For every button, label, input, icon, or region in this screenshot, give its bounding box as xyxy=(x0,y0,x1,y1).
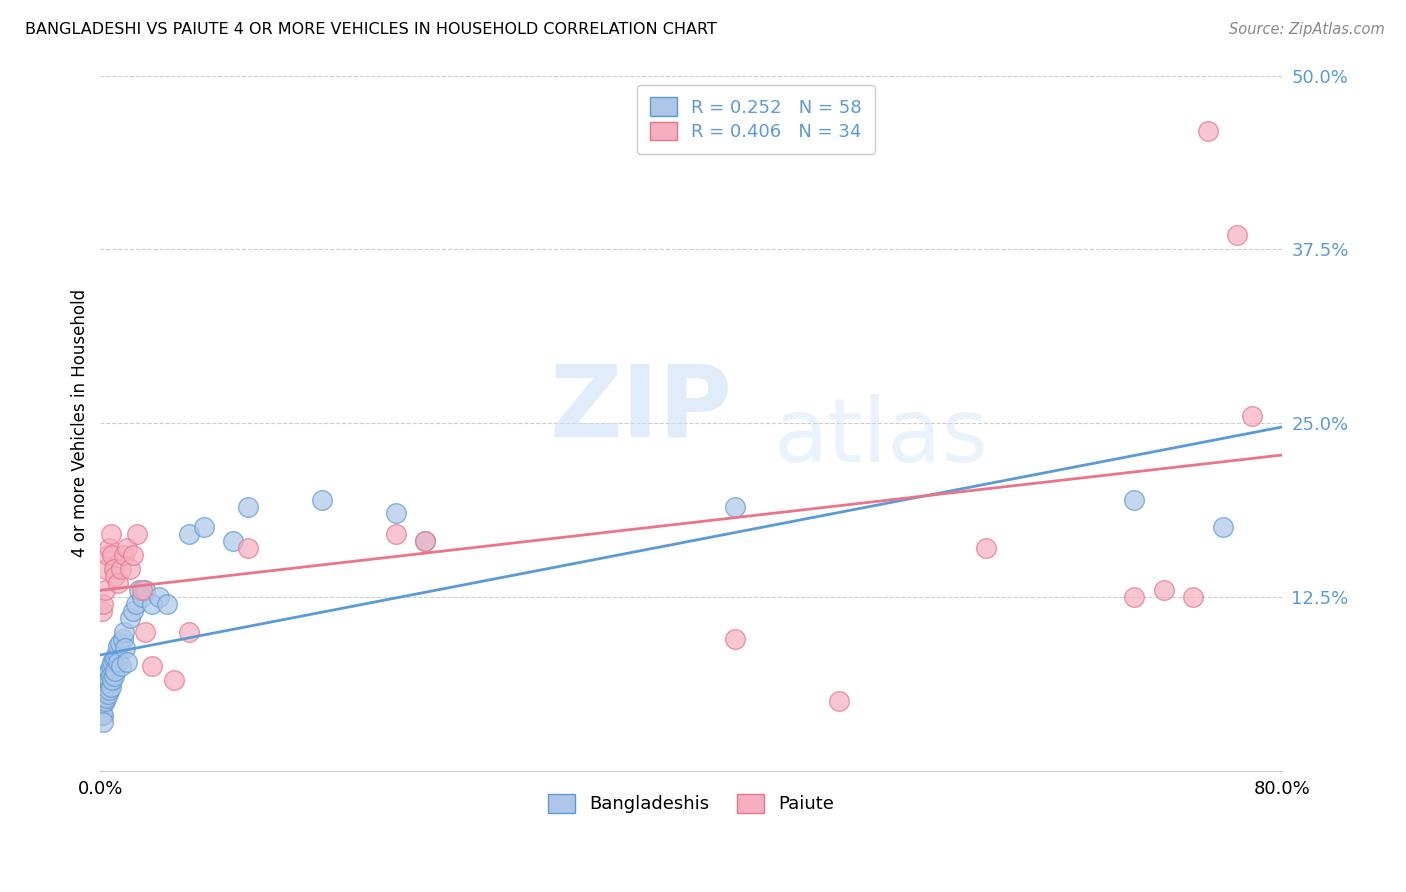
Text: Source: ZipAtlas.com: Source: ZipAtlas.com xyxy=(1229,22,1385,37)
Point xyxy=(156,597,179,611)
Point xyxy=(177,624,200,639)
Point xyxy=(128,582,150,597)
Point xyxy=(118,562,141,576)
Point xyxy=(108,636,131,650)
Point xyxy=(1123,492,1146,507)
Point xyxy=(134,624,156,639)
Point xyxy=(91,708,114,723)
Point xyxy=(104,649,127,664)
Point xyxy=(101,548,124,562)
Point xyxy=(90,680,112,694)
Point xyxy=(193,520,215,534)
Point xyxy=(100,669,122,683)
Point xyxy=(96,562,118,576)
Y-axis label: 4 or more Vehicles in Household: 4 or more Vehicles in Household xyxy=(72,289,89,558)
Point xyxy=(1241,409,1264,424)
Point xyxy=(91,687,114,701)
Point xyxy=(163,673,186,688)
Point xyxy=(724,500,747,514)
Point xyxy=(103,652,125,666)
Point xyxy=(110,659,132,673)
Point xyxy=(96,680,118,694)
Point xyxy=(97,687,120,701)
Point xyxy=(96,669,118,683)
Point xyxy=(98,683,121,698)
Point xyxy=(94,673,117,688)
Point xyxy=(1197,124,1219,138)
Point xyxy=(134,582,156,597)
Point xyxy=(177,527,200,541)
Point xyxy=(828,694,851,708)
Point xyxy=(91,714,114,729)
Legend: Bangladeshis, Paiute: Bangladeshis, Paiute xyxy=(537,783,845,824)
Point xyxy=(103,669,125,683)
Point xyxy=(96,691,118,706)
Point xyxy=(121,548,143,562)
Point xyxy=(976,541,998,556)
Point xyxy=(1123,590,1146,604)
Point xyxy=(413,534,436,549)
Point xyxy=(91,597,114,611)
Point xyxy=(100,680,122,694)
Point xyxy=(131,582,153,597)
Text: atlas: atlas xyxy=(773,393,988,481)
Point xyxy=(222,534,245,549)
Point xyxy=(107,655,129,669)
Point xyxy=(1153,582,1175,597)
Point xyxy=(118,611,141,625)
Point xyxy=(131,590,153,604)
Point xyxy=(98,664,121,678)
Text: ZIP: ZIP xyxy=(550,360,733,458)
Point xyxy=(103,562,125,576)
Point xyxy=(110,562,132,576)
Point xyxy=(111,632,134,646)
Point xyxy=(311,492,333,507)
Point xyxy=(236,541,259,556)
Point xyxy=(98,541,121,556)
Point xyxy=(94,683,117,698)
Point xyxy=(413,534,436,549)
Point xyxy=(1182,590,1205,604)
Point xyxy=(94,694,117,708)
Point xyxy=(104,569,127,583)
Point xyxy=(90,687,112,701)
Point xyxy=(114,641,136,656)
Point xyxy=(1226,228,1249,243)
Text: BANGLADESHI VS PAIUTE 4 OR MORE VEHICLES IN HOUSEHOLD CORRELATION CHART: BANGLADESHI VS PAIUTE 4 OR MORE VEHICLES… xyxy=(25,22,717,37)
Point xyxy=(148,590,170,604)
Point xyxy=(97,677,120,691)
Point xyxy=(98,673,121,688)
Point xyxy=(91,677,114,691)
Point xyxy=(1212,520,1234,534)
Point xyxy=(112,548,135,562)
Point xyxy=(101,655,124,669)
Point xyxy=(91,697,114,711)
Point xyxy=(101,673,124,688)
Point xyxy=(90,708,112,723)
Point xyxy=(90,604,112,618)
Point xyxy=(125,597,148,611)
Point xyxy=(115,655,138,669)
Point xyxy=(100,659,122,673)
Point xyxy=(112,624,135,639)
Point xyxy=(141,659,163,673)
Point xyxy=(724,632,747,646)
Point xyxy=(104,664,127,678)
Point xyxy=(94,582,117,597)
Point xyxy=(107,576,129,591)
Point xyxy=(236,500,259,514)
Point xyxy=(115,541,138,556)
Point xyxy=(97,548,120,562)
Point xyxy=(107,639,129,653)
Point xyxy=(105,646,128,660)
Point xyxy=(97,666,120,681)
Point xyxy=(90,694,112,708)
Point xyxy=(121,604,143,618)
Point xyxy=(384,507,406,521)
Point xyxy=(100,527,122,541)
Point xyxy=(127,527,149,541)
Point xyxy=(141,597,163,611)
Point xyxy=(384,527,406,541)
